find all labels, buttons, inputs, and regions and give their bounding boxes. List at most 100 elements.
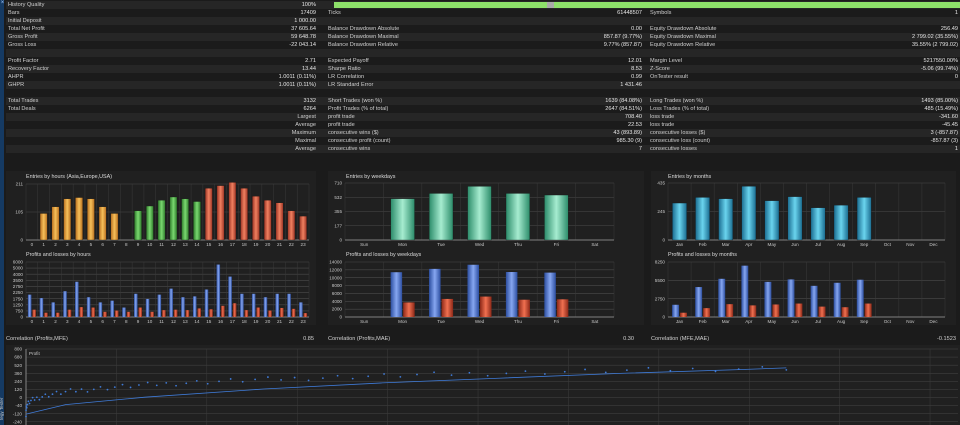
x-tick-label: Wed	[475, 242, 485, 247]
loss-bar	[726, 304, 734, 317]
scatter-point	[433, 371, 435, 374]
scatter-point	[450, 374, 453, 377]
x-tick-label: Jan	[676, 319, 684, 324]
y-tick-label: 245	[657, 209, 665, 214]
y-tick-label: 3500	[13, 278, 24, 283]
profit-bar	[122, 307, 126, 317]
stat-label: Balance Drawdown Maximal	[328, 34, 399, 40]
loss-bar	[126, 311, 131, 317]
bar	[764, 200, 780, 241]
stat-label: Equity Drawdown Relative	[650, 42, 716, 48]
bar	[833, 204, 849, 241]
stat-value: -857.87 (3)	[930, 138, 958, 144]
stat-label: Margin Level	[650, 58, 683, 64]
scatter-point	[47, 395, 50, 398]
scatter-point	[27, 400, 30, 403]
scatter-point	[51, 393, 54, 396]
x-tick-label: 6	[101, 319, 104, 324]
loss-bar	[268, 310, 272, 317]
y-tick-label: 6000	[332, 291, 343, 296]
x-tick-label: 18	[242, 242, 248, 247]
stat-label: loss trade	[650, 114, 675, 120]
y-tick-label: 14000	[329, 260, 342, 265]
bar	[87, 198, 95, 241]
x-tick-label: Thu	[514, 242, 522, 247]
scatter-point	[267, 376, 269, 378]
history-quality-value: 100%	[301, 2, 316, 8]
profit-bar	[544, 272, 556, 317]
scatter-y-axis-label: tegy Tester	[0, 397, 4, 420]
scatter-point	[41, 396, 44, 398]
chart-title: Profits and losses by months	[668, 252, 737, 258]
x-tick-label: 10	[147, 242, 153, 247]
bar	[856, 197, 872, 241]
stat-value: 2 799.02 (35.55%)	[911, 34, 958, 40]
profit-bar	[86, 297, 91, 317]
stat-label: profit trade	[328, 114, 355, 120]
bar	[75, 197, 83, 241]
bar	[216, 185, 225, 241]
scatter-point	[280, 379, 282, 381]
x-tick-label: 4	[78, 242, 81, 247]
stat-row	[6, 49, 960, 57]
y-tick-label: 8250	[655, 260, 666, 265]
x-tick-label: 1	[42, 319, 45, 324]
stat-label: Long Trades (won %)	[650, 98, 704, 104]
stat-row: Average consecutive wins 7 consecutive loss…	[6, 145, 960, 153]
loss-bar	[291, 308, 296, 317]
scatter-point	[64, 390, 67, 393]
y-tick-label: 4000	[332, 299, 343, 304]
y-tick-label: 680	[14, 355, 22, 360]
x-tick-label: 22	[289, 319, 295, 324]
scatter-point	[59, 393, 62, 396]
x-tick-label: 2	[54, 319, 57, 324]
stat-row: Bars 17409 Ticks 61448507 Symbols 1	[6, 9, 960, 17]
stat-label: Profit Factor	[8, 58, 39, 64]
bar	[429, 193, 454, 241]
x-tick-label: Mar	[722, 242, 730, 247]
stat-label: LR Standard Error	[328, 82, 374, 88]
stat-value: 2647 (84.51%)	[605, 106, 642, 112]
scatter-point	[254, 378, 257, 381]
stat-value: 0	[954, 74, 958, 80]
bar	[287, 210, 296, 241]
bar	[157, 200, 166, 241]
stat-label: Gross Profit	[8, 34, 38, 40]
stat-value: 485 (15.49%)	[924, 106, 958, 112]
stat-label: Initial Deposit	[8, 18, 42, 24]
bar	[544, 194, 569, 241]
x-tick-label: 12	[171, 242, 177, 247]
corr-mfe-mae-value: -0.1523	[937, 336, 956, 342]
stat-label: Maximum	[291, 130, 316, 136]
loss-bar	[303, 313, 308, 317]
y-tick-label: 0	[662, 238, 665, 243]
stat-value: 8.53	[631, 66, 642, 72]
stat-value: 857.87 (9.77%)	[603, 34, 642, 40]
stat-label: consecutive losses	[650, 146, 697, 152]
bar	[741, 186, 757, 241]
scatter-point	[714, 370, 717, 373]
stat-value: -341.60	[939, 114, 958, 120]
x-tick-label: 13	[183, 242, 189, 247]
bar	[787, 196, 803, 241]
loss-bar	[67, 309, 72, 317]
close-icon[interactable]: ×	[0, 0, 5, 6]
loss-bar	[749, 305, 757, 317]
stat-row: AHPR 1.0011 (0.11%) LR Correlation 0.99 OnTe…	[6, 73, 960, 81]
scatter-point	[383, 373, 385, 375]
x-tick-label: 19	[253, 242, 259, 247]
y-tick-label: 177	[334, 223, 342, 228]
x-tick-label: 4	[78, 319, 81, 324]
x-tick-label: 2	[54, 242, 57, 247]
loss-bar	[403, 302, 415, 317]
stat-label: Balance Drawdown Absolute	[328, 26, 400, 32]
x-tick-label: 7	[113, 242, 116, 247]
loss-bar	[197, 308, 202, 317]
stat-value: 1.0011 (0.11%)	[278, 74, 316, 80]
x-tick-label: 7	[113, 319, 116, 324]
stat-label: consecutive profit (count)	[328, 138, 391, 144]
y-tick-label: 0	[19, 395, 22, 400]
history-quality-row: History Quality 100%	[6, 1, 960, 9]
bar	[390, 198, 415, 241]
